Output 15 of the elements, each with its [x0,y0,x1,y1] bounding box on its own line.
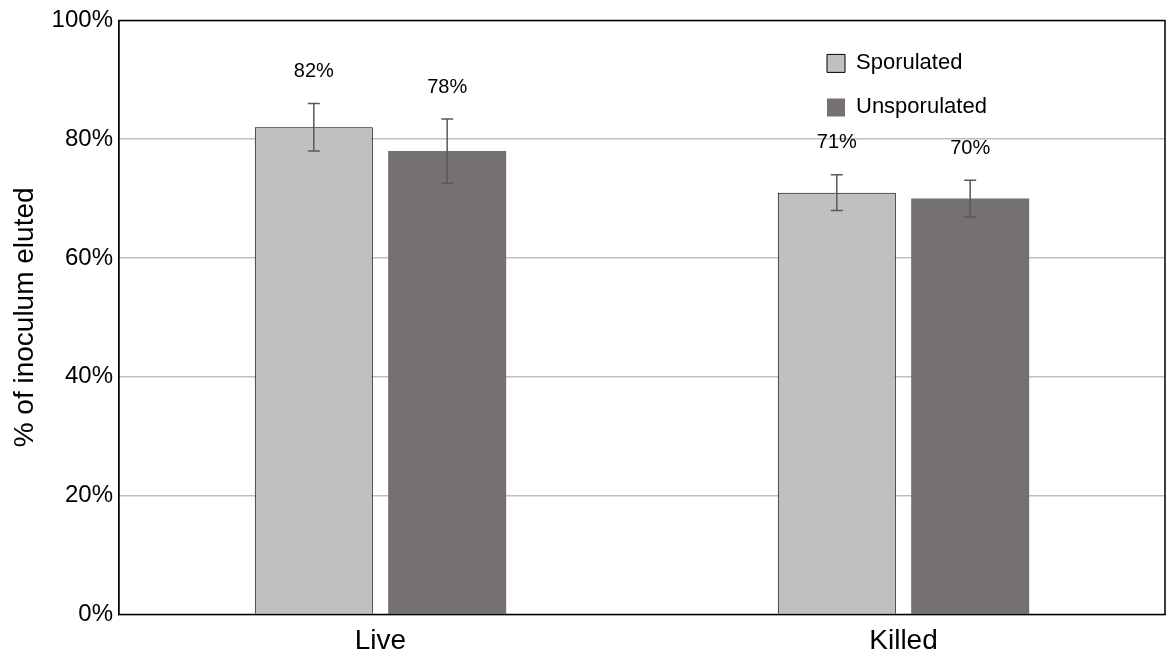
y-axis-title: % of inoculum eluted [7,187,39,448]
data-label: 78% [427,74,468,97]
x-tick-label: Live [354,623,407,655]
data-label: 71% [816,130,858,153]
data-label: 82% [293,59,335,82]
legend-label: Unsporulated [856,93,987,119]
y-tick-label: 0% [78,599,113,627]
data-label: 70% [950,135,991,158]
x-tick-label: Killed [869,623,938,655]
y-tick-label: 100% [51,5,113,33]
y-tick-label: 20% [64,480,113,508]
y-tick-label: 60% [64,242,113,270]
y-tick-label: 40% [64,361,113,389]
legend-label: Sporulated [856,49,963,75]
y-tick-label: 80% [64,123,113,151]
